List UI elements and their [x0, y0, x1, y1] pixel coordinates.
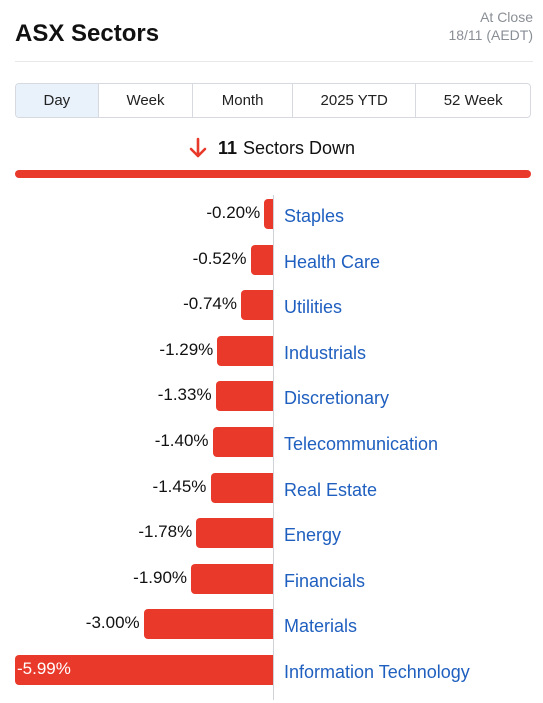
sector-row: -1.90% Financials [0, 564, 543, 594]
sector-bar [15, 655, 273, 685]
sector-row: -1.33% Discretionary [0, 381, 543, 411]
sector-name-link[interactable]: Staples [284, 206, 345, 226]
tab-2025-ytd[interactable]: 2025 YTD [293, 84, 417, 117]
sector-value-label: -0.52% [192, 249, 247, 268]
sector-name-link[interactable]: Discretionary [284, 388, 390, 408]
sector-value-label: -1.78% [138, 522, 193, 541]
sector-name-link[interactable]: Telecommunication [284, 434, 439, 454]
chart-axis-line [273, 195, 274, 700]
breadth-bar [15, 170, 531, 178]
sector-name-link[interactable]: Energy [284, 525, 342, 545]
tab-month[interactable]: Month [193, 84, 293, 117]
sector-value-label: -0.74% [183, 294, 237, 313]
sector-name-link[interactable]: Health Care [284, 252, 381, 272]
widget-header: ASX Sectors At Close 18/11 (AEDT) [15, 0, 533, 62]
sector-row: -1.40% Telecommunication [0, 427, 543, 457]
sector-value-label: -0.20% [206, 203, 261, 222]
sector-name-link[interactable]: Industrials [284, 343, 367, 363]
sector-bar [210, 473, 273, 503]
sector-bar [217, 336, 273, 366]
sector-name-link[interactable]: Utilities [284, 297, 343, 317]
sector-value-label: -1.45% [152, 477, 207, 496]
sector-name-link[interactable]: Information Technology [284, 662, 470, 682]
sector-value-label: -3.00% [85, 613, 140, 632]
widget-title: ASX Sectors [15, 20, 160, 47]
sector-bar [250, 245, 273, 275]
sector-row: -0.20% Staples [0, 199, 543, 229]
sector-bar [212, 427, 273, 457]
sector-row: -3.00% Materials [0, 609, 543, 639]
sector-name-link[interactable]: Financials [284, 571, 366, 591]
sector-value-label: -5.99% [17, 659, 71, 678]
sector-row: -1.78% Energy [0, 518, 543, 548]
sector-row: -1.45% Real Estate [0, 473, 543, 503]
tab-week[interactable]: Week [99, 84, 194, 117]
sectors-down-count: 11 [217, 137, 237, 158]
sector-value-label: -1.90% [133, 568, 188, 587]
sector-row: -0.52% Health Care [0, 245, 543, 275]
market-status-time: 18/11 (AEDT) [448, 27, 533, 43]
sector-bar [191, 564, 273, 594]
arrow-down-icon [189, 137, 207, 158]
sector-name-link[interactable]: Materials [284, 616, 358, 636]
tab-52-week[interactable]: 52 Week [443, 92, 503, 109]
sector-value-label: -1.40% [154, 431, 209, 450]
tab-day[interactable]: Day [16, 84, 99, 117]
sectors-down-text: Sectors Down [242, 137, 356, 158]
sector-row: -1.29% Industrials [0, 336, 543, 366]
sector-bar [143, 609, 273, 639]
sector-row: -5.99% Information Technology [0, 655, 543, 685]
sector-bar [241, 290, 273, 320]
sector-value-label: -1.29% [159, 340, 214, 359]
sectors-summary: 11 Sectors Down [0, 136, 543, 160]
sector-bar [264, 199, 273, 229]
period-tabs: Day Week Month 2025 YTD 52 Week [15, 83, 531, 118]
sector-value-label: -1.33% [157, 385, 212, 404]
market-status: At Close 18/11 (AEDT) [448, 8, 533, 44]
sector-row: -0.74% Utilities [0, 290, 543, 320]
sector-bar [215, 381, 273, 411]
market-status-label: At Close [480, 9, 533, 25]
sector-bar [196, 518, 273, 548]
sector-name-link[interactable]: Real Estate [284, 480, 378, 500]
